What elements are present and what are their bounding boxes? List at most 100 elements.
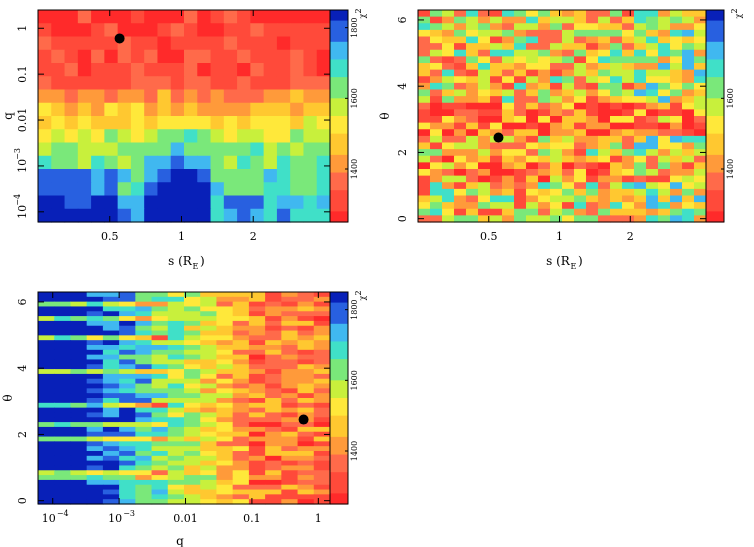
- colorbar-swatch: [330, 70, 348, 75]
- heatmap-cell: [281, 320, 299, 327]
- heatmap-cell: [502, 175, 515, 183]
- heatmap-cell: [670, 182, 683, 190]
- heatmap-cell: [303, 169, 318, 183]
- heatmap-cell: [167, 340, 185, 346]
- heatmap-cell: [135, 494, 153, 500]
- heatmap-cell: [70, 494, 88, 500]
- heatmap-cell: [598, 175, 611, 183]
- colorbar-swatch: [330, 419, 348, 424]
- colorbar-swatch: [706, 17, 724, 22]
- heatmap-cell: [297, 451, 315, 457]
- heatmap-cell: [70, 412, 88, 418]
- heatmap-cell: [478, 10, 491, 18]
- y-tick-label: 0: [16, 497, 29, 504]
- heatmap-cell: [502, 29, 515, 38]
- heatmap-cell: [265, 330, 282, 336]
- heatmap-cell: [38, 499, 55, 505]
- heatmap-cell: [670, 56, 683, 64]
- heatmap-cell: [526, 76, 539, 84]
- heatmap-cell: [586, 16, 599, 24]
- heatmap-cell: [250, 49, 265, 64]
- heatmap-cell: [313, 451, 331, 457]
- colorbar-swatch: [330, 151, 348, 156]
- heatmap-cell: [263, 195, 278, 210]
- heatmap-cell: [265, 311, 282, 317]
- heatmap-cell: [167, 489, 185, 495]
- heatmap-cell: [102, 402, 120, 409]
- heatmap-cell: [232, 494, 250, 500]
- heatmap-cell: [151, 479, 169, 486]
- heatmap-cell: [135, 475, 153, 481]
- heatmap-cell: [151, 455, 169, 462]
- heatmap-cell: [248, 388, 266, 394]
- heatmap-cell: [586, 155, 599, 163]
- heatmap-cell: [610, 182, 623, 190]
- heatmap-cell: [54, 422, 72, 428]
- heatmap-cell: [622, 43, 635, 51]
- heatmap-cell: [658, 102, 671, 110]
- heatmap-cell: [514, 89, 527, 97]
- heatmap-cell: [54, 470, 72, 476]
- heatmap-cell: [64, 116, 79, 130]
- heatmap-cell: [466, 29, 479, 38]
- heatmap-cell: [170, 155, 185, 170]
- heatmap-cell: [538, 162, 551, 170]
- heatmap-cell: [682, 10, 695, 18]
- heatmap-cell: [658, 89, 671, 97]
- heatmap-cell: [102, 436, 120, 442]
- heatmap-cell: [646, 96, 659, 104]
- heatmap-cell: [418, 116, 431, 124]
- heatmap-cell: [442, 149, 455, 157]
- heatmap-cell: [38, 465, 55, 471]
- heatmap-cell: [151, 451, 169, 457]
- heatmap-cell: [313, 398, 331, 404]
- heatmap-cell: [70, 499, 88, 505]
- colorbar-swatch: [330, 454, 348, 459]
- heatmap-cell: [418, 142, 431, 150]
- heatmap-cell: [562, 188, 575, 197]
- heatmap-cell: [313, 412, 331, 418]
- heatmap-cell: [263, 169, 278, 183]
- heatmap-cell: [51, 169, 66, 183]
- heatmap-cell: [574, 169, 587, 177]
- heatmap-cell: [658, 16, 671, 24]
- heatmap-cell: [86, 484, 104, 491]
- heatmap-cell: [248, 369, 266, 375]
- heatmap-cell: [167, 325, 185, 332]
- heatmap-cell: [70, 301, 88, 308]
- heatmap-cell: [232, 349, 250, 356]
- heatmap-cell: [694, 202, 707, 210]
- heatmap-cell: [670, 69, 683, 77]
- heatmap-cell: [418, 169, 431, 177]
- colorbar-swatch: [330, 77, 348, 82]
- heatmap-cell: [184, 311, 201, 317]
- heatmap-cell: [102, 489, 120, 495]
- heatmap-cell: [232, 407, 250, 414]
- heatmap-cell: [167, 494, 185, 500]
- heatmap-cell: [682, 169, 695, 177]
- heatmap-cell: [86, 320, 104, 327]
- heatmap-cell: [38, 142, 52, 157]
- heatmap-cell: [216, 369, 234, 375]
- heatmap-cell: [102, 383, 120, 389]
- heatmap-cell: [694, 142, 707, 150]
- heatmap-cell: [151, 349, 169, 356]
- heatmap-cell: [265, 398, 282, 404]
- heatmap-cell: [86, 373, 104, 380]
- heatmap-cell: [658, 116, 671, 124]
- heatmap-cell: [454, 155, 467, 163]
- heatmap-cell: [86, 475, 104, 481]
- heatmap-cell: [610, 96, 623, 104]
- heatmap-cell: [490, 155, 503, 163]
- heatmap-cell: [38, 129, 52, 144]
- heatmap-cell: [442, 175, 455, 183]
- heatmap-cell: [490, 49, 503, 57]
- heatmap-cell: [550, 169, 563, 177]
- heatmap-cell: [490, 182, 503, 190]
- heatmap-cell: [670, 29, 683, 38]
- colorbar-swatch: [706, 31, 724, 36]
- heatmap-cell: [70, 465, 88, 471]
- heatmap-cell: [102, 499, 120, 505]
- heatmap-cell: [77, 23, 92, 38]
- heatmap-cell: [502, 89, 515, 97]
